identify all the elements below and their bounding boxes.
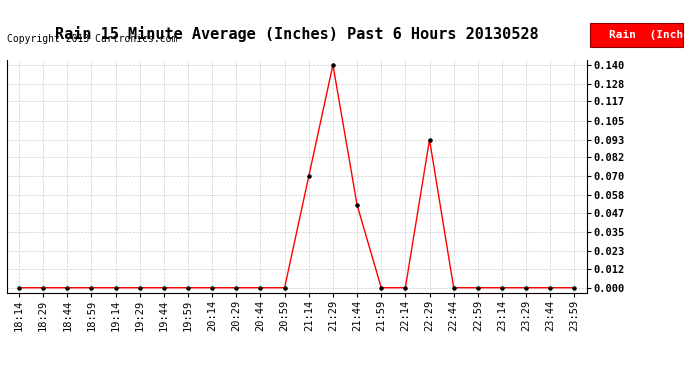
Text: —: — <box>598 28 611 41</box>
Text: Rain  (Inches): Rain (Inches) <box>609 30 690 40</box>
Text: Rain 15 Minute Average (Inches) Past 6 Hours 20130528: Rain 15 Minute Average (Inches) Past 6 H… <box>55 26 538 42</box>
Text: Copyright 2013 Cartronics.com: Copyright 2013 Cartronics.com <box>7 34 177 44</box>
